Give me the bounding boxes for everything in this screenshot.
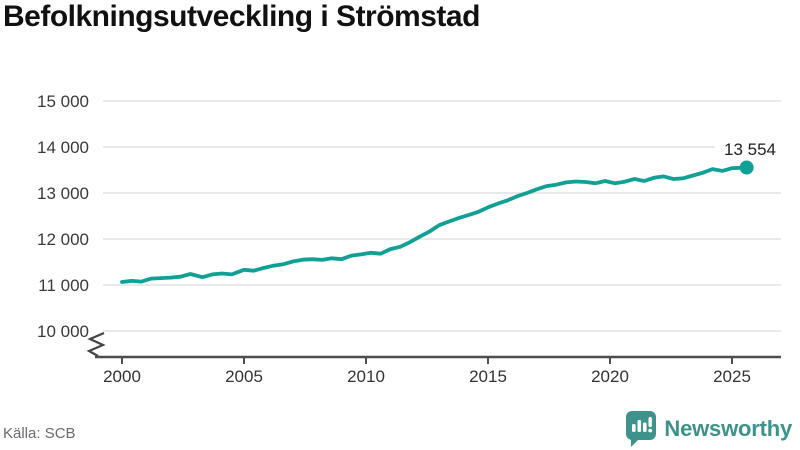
y-tick-label: 12 000 (37, 230, 89, 249)
y-tick-label: 11 000 (38, 276, 89, 295)
y-tick-label: 14 000 (37, 138, 89, 157)
y-tick-label: 15 000 (37, 92, 89, 111)
x-tick-label: 2000 (103, 367, 141, 386)
y-tick-label: 13 000 (37, 184, 89, 203)
latest-value-label: 13 554 (724, 140, 776, 159)
x-tick-label: 2010 (347, 367, 385, 386)
y-tick-label: 10 000 (37, 322, 89, 341)
source-label: Källa: SCB (3, 425, 76, 442)
x-tick-label: 2005 (225, 367, 263, 386)
newsworthy-logo[interactable]: Newsworthy (626, 411, 792, 447)
page-title: Befolkningsutveckling i Strömstad (3, 0, 480, 33)
x-tick-label: 2015 (469, 367, 507, 386)
population-line (120, 165, 749, 284)
newsworthy-wordmark: Newsworthy (664, 416, 792, 441)
latest-point-dot (739, 160, 754, 175)
newsworthy-bubble-barchart-icon (626, 411, 657, 447)
latest-value-label-mask (715, 138, 785, 160)
x-tick-label: 2020 (591, 367, 629, 386)
axis-break-icon (86, 331, 106, 357)
x-tick-label: 2025 (713, 367, 751, 386)
